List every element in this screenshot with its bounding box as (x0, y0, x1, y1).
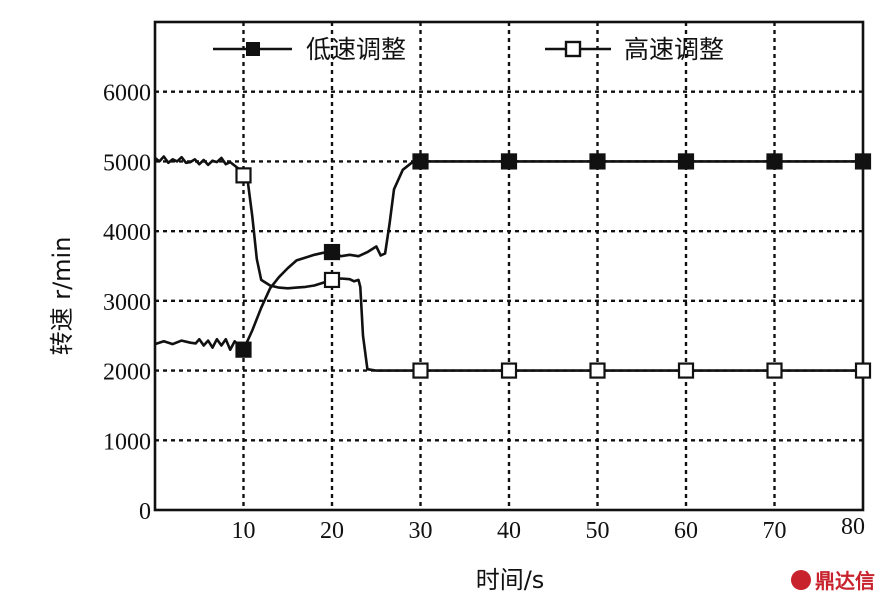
y-tick-label: 0 (139, 499, 151, 525)
data-point-high (412, 362, 429, 379)
y-tick-label: 6000 (103, 81, 151, 107)
x-axis-title: 时间/s (476, 566, 545, 594)
grid (155, 22, 863, 510)
watermark: 鼎达信 (791, 569, 875, 593)
x-tick-label: 60 (674, 518, 698, 544)
x-tick-label: 30 (409, 518, 433, 544)
watermark-logo-icon (791, 570, 811, 590)
data-point-high (589, 362, 606, 379)
legend: 低速调整 高速调整 (213, 35, 724, 64)
plot-frame (153, 20, 865, 512)
x-tick-label: 70 (763, 518, 787, 544)
data-point-high (500, 362, 518, 379)
data-point-low (235, 341, 252, 358)
data-point-low (589, 153, 606, 170)
legend-label-low: 低速调整 (306, 35, 406, 64)
series-layer (154, 153, 872, 379)
data-point-low (500, 153, 518, 170)
watermark-text: 鼎达信 (815, 569, 875, 593)
data-point-high (766, 362, 783, 379)
data-point-high (323, 271, 341, 289)
series-line-low (154, 160, 863, 351)
x-tick-label: 20 (320, 518, 344, 544)
data-point-high (854, 362, 872, 379)
y-tick-label: 5000 (103, 150, 151, 176)
data-point-low (854, 153, 872, 170)
x-tick-label: 40 (497, 518, 521, 544)
data-point-low (323, 243, 341, 261)
data-point-high (677, 362, 695, 379)
y-axis-title: 转速 r/min (48, 237, 76, 356)
y-tick-label: 2000 (103, 360, 151, 386)
y-tick-label: 3000 (103, 290, 151, 316)
y-tick-label: 1000 (103, 429, 151, 455)
data-point-low (766, 153, 783, 170)
x-tick-label: 10 (232, 518, 256, 544)
data-point-low (677, 153, 695, 170)
legend-label-high: 高速调整 (624, 35, 724, 64)
data-point-high (235, 167, 252, 184)
tick-labels: 0 1000 2000 3000 4000 5000 6000 10 20 30 40 50 60 70 8… (103, 81, 865, 544)
x-tick-label: 50 (586, 518, 610, 544)
legend-marker-low (246, 42, 260, 56)
y-tick-label: 4000 (103, 220, 151, 246)
x-tick-label: 80 (841, 514, 865, 540)
series-line-high (154, 155, 863, 372)
legend-marker-high (564, 40, 582, 58)
data-point-low (412, 153, 429, 170)
